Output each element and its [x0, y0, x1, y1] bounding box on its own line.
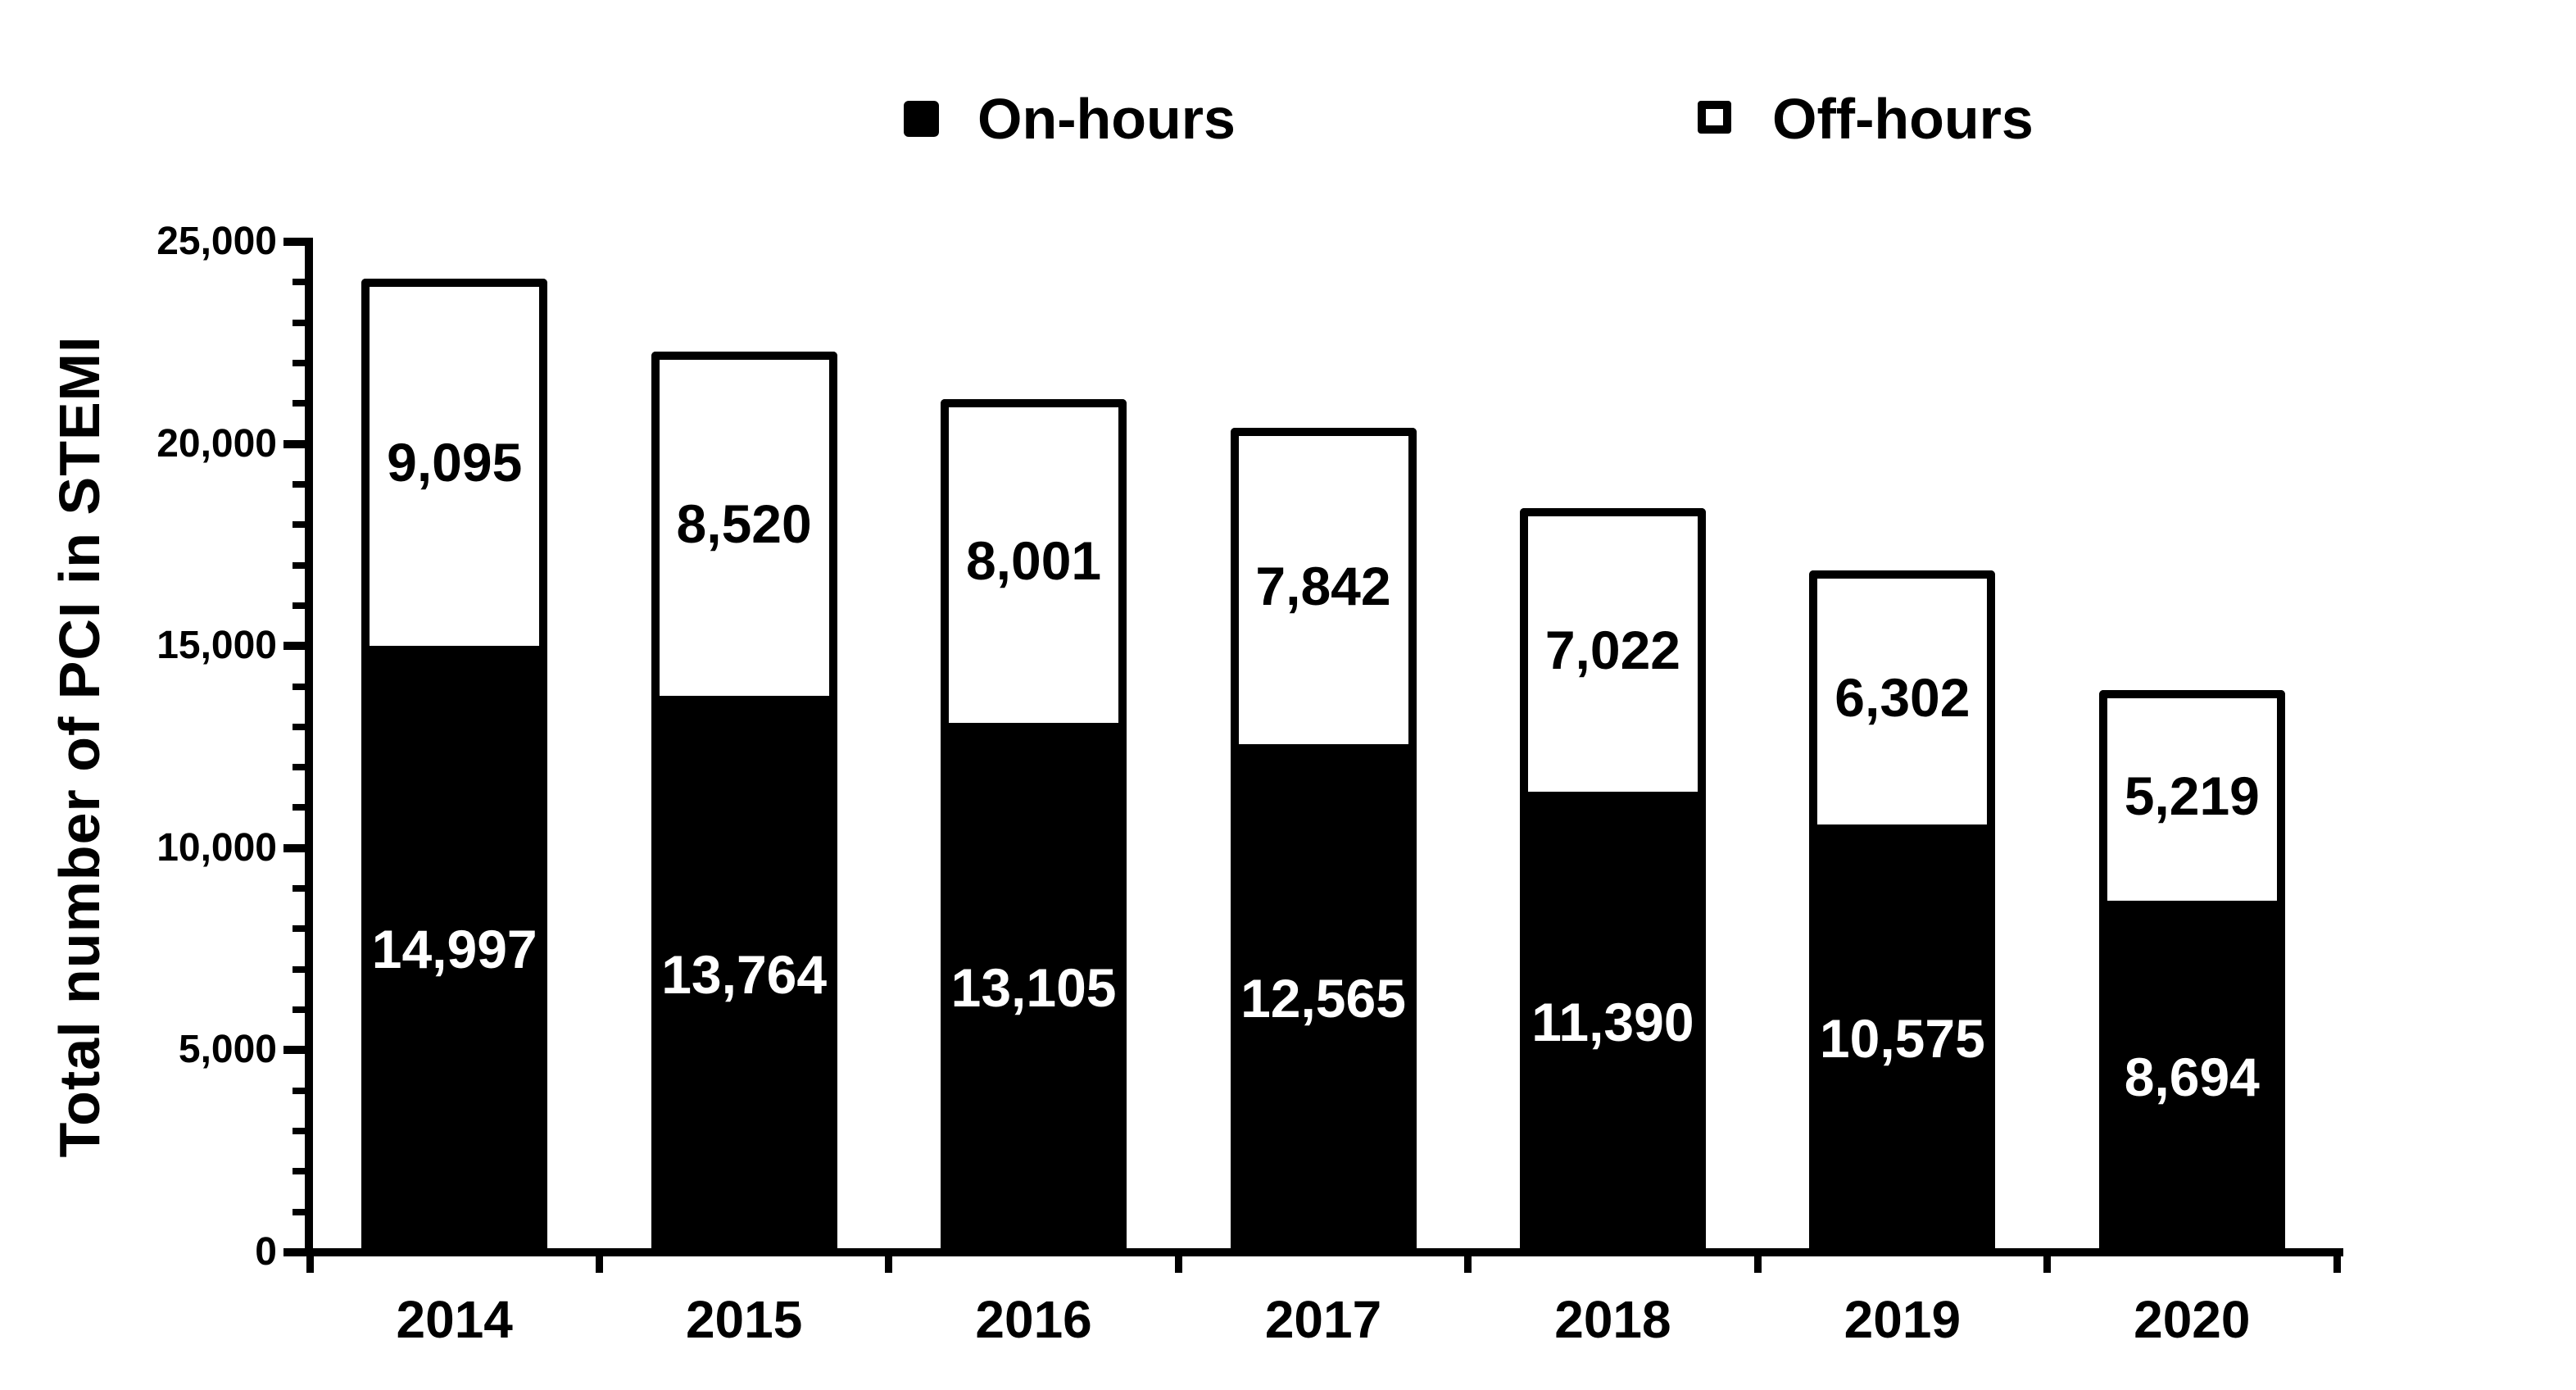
y-major-tick — [283, 439, 309, 448]
value-label-off-hours-2018: 7,022 — [1544, 620, 1681, 681]
value-label-on-hours-2014: 14,997 — [371, 919, 537, 980]
x-category-label-2016: 2016 — [975, 1290, 1092, 1349]
y-minor-tick — [293, 1208, 309, 1215]
bar-segment-off-hours-2016 — [941, 399, 1127, 723]
y-minor-tick — [293, 1168, 309, 1175]
y-minor-tick — [293, 602, 309, 609]
value-label-off-hours-2019: 6,302 — [1834, 667, 1971, 729]
y-major-tick — [283, 1046, 309, 1055]
value-label-off-hours-2020: 5,219 — [2124, 765, 2260, 826]
y-major-tick — [283, 238, 309, 246]
y-tick-label: 10,000 — [156, 825, 277, 870]
x-tick — [595, 1248, 603, 1273]
y-minor-tick — [293, 521, 309, 529]
y-minor-tick — [293, 359, 309, 366]
y-minor-tick — [293, 965, 309, 973]
bar-segment-on-hours-2015 — [651, 696, 837, 1256]
x-tick — [1753, 1248, 1762, 1273]
y-minor-tick — [293, 885, 309, 893]
x-tick — [885, 1248, 893, 1273]
value-label-on-hours-2016: 13,105 — [950, 956, 1117, 1018]
y-tick-label: 20,000 — [156, 421, 277, 466]
x-tick — [306, 1248, 314, 1273]
bar-segment-on-hours-2018 — [1519, 792, 1706, 1256]
y-minor-tick — [293, 400, 309, 407]
value-label-off-hours-2014: 9,095 — [387, 432, 523, 493]
x-category-label-2017: 2017 — [1264, 1290, 1382, 1349]
y-major-tick — [283, 642, 309, 651]
y-tick-label: 15,000 — [156, 624, 277, 668]
value-label-on-hours-2020: 8,694 — [2124, 1046, 2260, 1107]
y-minor-tick — [293, 925, 309, 933]
bar-segment-on-hours-2020 — [2098, 901, 2285, 1256]
y-minor-tick — [293, 480, 309, 488]
bar-segment-off-hours-2020 — [2098, 689, 2285, 902]
bar-segment-off-hours-2014 — [361, 278, 548, 647]
y-minor-tick — [293, 683, 309, 690]
x-tick — [2333, 1248, 2341, 1273]
y-minor-tick — [293, 319, 309, 326]
x-category-label-2020: 2020 — [2134, 1290, 2251, 1349]
x-category-label-2014: 2014 — [396, 1290, 513, 1349]
on-hours-legend-swatch-icon — [904, 101, 939, 137]
off-hours-legend-label: Off-hours — [1772, 87, 2034, 151]
bar-segment-off-hours-2015 — [651, 351, 837, 697]
bar-segment-on-hours-2016 — [941, 722, 1127, 1256]
bar-segment-on-hours-2019 — [1809, 824, 1996, 1256]
y-minor-tick — [293, 764, 309, 771]
bar-segment-off-hours-2019 — [1809, 570, 1996, 825]
value-label-on-hours-2015: 13,764 — [661, 943, 828, 1005]
bar-segment-off-hours-2018 — [1519, 507, 1706, 793]
value-label-on-hours-2017: 12,565 — [1240, 968, 1406, 1029]
value-label-off-hours-2016: 8,001 — [965, 530, 1102, 592]
x-tick — [1464, 1248, 1472, 1273]
y-tick-label: 5,000 — [178, 1028, 277, 1072]
y-major-tick — [283, 1248, 309, 1256]
x-category-label-2019: 2019 — [1844, 1290, 1961, 1349]
on-hours-legend-label: On-hours — [977, 87, 1236, 151]
bar-segment-on-hours-2014 — [361, 646, 548, 1256]
y-minor-tick — [293, 1128, 309, 1135]
bar-segment-off-hours-2017 — [1230, 427, 1417, 745]
value-label-on-hours-2018: 11,390 — [1531, 992, 1694, 1053]
y-axis-line — [305, 238, 313, 1256]
x-tick — [1174, 1248, 1182, 1273]
value-label-off-hours-2015: 8,520 — [676, 493, 812, 555]
y-major-tick — [283, 843, 309, 852]
value-label-off-hours-2017: 7,842 — [1255, 555, 1391, 616]
x-tick — [2043, 1248, 2052, 1273]
y-minor-tick — [293, 723, 309, 730]
y-minor-tick — [293, 804, 309, 811]
bar-segment-on-hours-2017 — [1230, 744, 1417, 1256]
x-category-label-2015: 2015 — [685, 1290, 803, 1349]
off-hours-legend-swatch-icon — [1698, 101, 1731, 134]
x-category-label-2018: 2018 — [1554, 1290, 1671, 1349]
y-tick-label: 0 — [255, 1230, 277, 1274]
y-minor-tick — [293, 561, 309, 569]
y-tick-label: 25,000 — [156, 220, 277, 263]
y-minor-tick — [293, 1087, 309, 1094]
value-label-on-hours-2019: 10,575 — [1819, 1008, 1985, 1070]
y-minor-tick — [293, 279, 309, 286]
y-minor-tick — [293, 1006, 309, 1014]
